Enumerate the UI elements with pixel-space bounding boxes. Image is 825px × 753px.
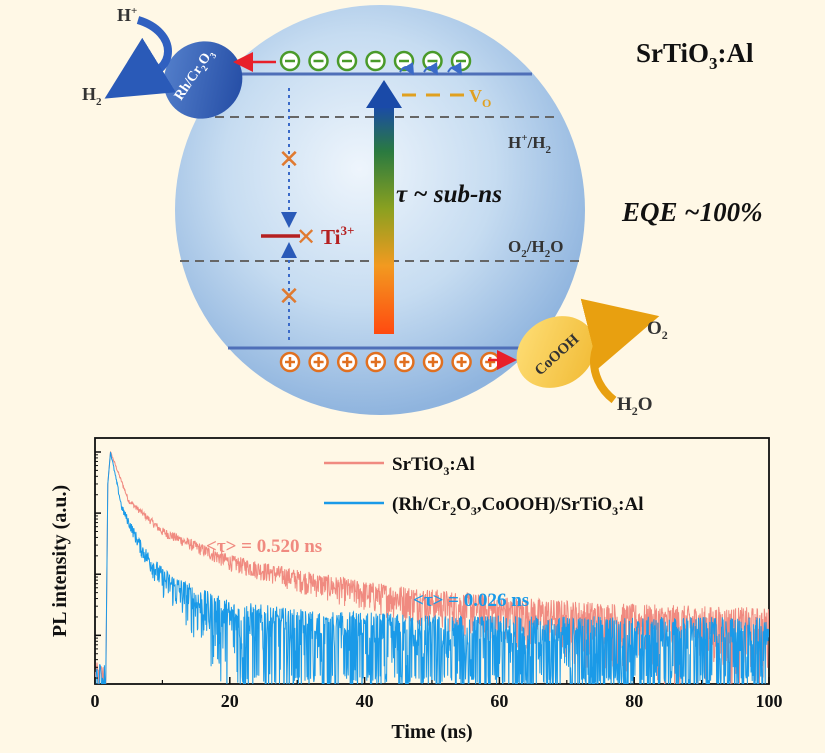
x-tick-label: 100 [756, 691, 783, 711]
tau-label: τ ~ sub-ns [396, 181, 502, 208]
o2-evolution-arrow [580, 298, 660, 404]
eqe-label: EQE ~100% [621, 197, 763, 227]
legend-label-loaded: (Rh/Cr2O3,CoOOH)/SrTiO3:Al [392, 494, 643, 518]
coooh-cocatalyst [516, 316, 596, 388]
hole [279, 351, 301, 373]
hole [336, 351, 358, 373]
electron [336, 50, 358, 72]
legend-label-srtio3: SrTiO3:Al [392, 454, 475, 478]
x-tick-label: 60 [490, 691, 508, 711]
hole [479, 351, 501, 373]
ti3-label: Ti3+ [321, 223, 354, 249]
electron [365, 50, 386, 72]
vo-label: VO [469, 86, 491, 110]
o2-label: O2 [647, 318, 668, 342]
h2-evolution-arrow [104, 16, 176, 99]
hole [422, 351, 444, 373]
carrier-lifetime-arrow [366, 80, 402, 334]
h2o-label: H2O [617, 394, 653, 418]
hole [451, 351, 472, 373]
ti3-cross: ✕ [296, 223, 316, 251]
y-axis-label: PL intensity (a.u.) [49, 485, 71, 637]
x-tick-label: 40 [356, 691, 374, 711]
h-plus-label: H+ [117, 5, 137, 25]
hole [365, 351, 387, 373]
tau-annotation-loaded: <τ> = 0.026 ns [413, 590, 529, 611]
x-axis-ticks: 0 20 40 60 80 100 [91, 677, 783, 711]
rh-cr2o3-cocatalyst [163, 41, 243, 119]
hole [394, 351, 415, 373]
material-title: SrTiO3:Al [636, 38, 754, 73]
o2-h2o-label: O2/H2O [508, 237, 563, 260]
h2-label: H2 [82, 84, 102, 108]
electron-row [279, 50, 472, 72]
blocked-cross-lower: ✕ [278, 282, 300, 312]
x-tick-label: 20 [221, 691, 239, 711]
x-tick-label: 80 [625, 691, 643, 711]
y-axis-ticks [95, 451, 101, 679]
vo-trap-arrows [399, 62, 464, 97]
electron [279, 50, 301, 72]
x-tick-label: 0 [91, 691, 100, 711]
blocked-cross-upper: ✕ [278, 145, 300, 175]
h-h2-label: H+/H2 [508, 132, 551, 156]
electron [308, 50, 329, 72]
hole [308, 351, 329, 373]
tau-annotation-srtio3: <τ> = 0.520 ns [206, 536, 322, 557]
series-cocatalyst-loaded [95, 451, 769, 684]
pl-decay-chart: 0 20 40 60 80 100 SrTiO3:Al (Rh/Cr2O3,CoOOH)/… [49, 437, 783, 743]
hole-row [279, 351, 501, 373]
x-axis-label: Time (ns) [391, 721, 472, 743]
